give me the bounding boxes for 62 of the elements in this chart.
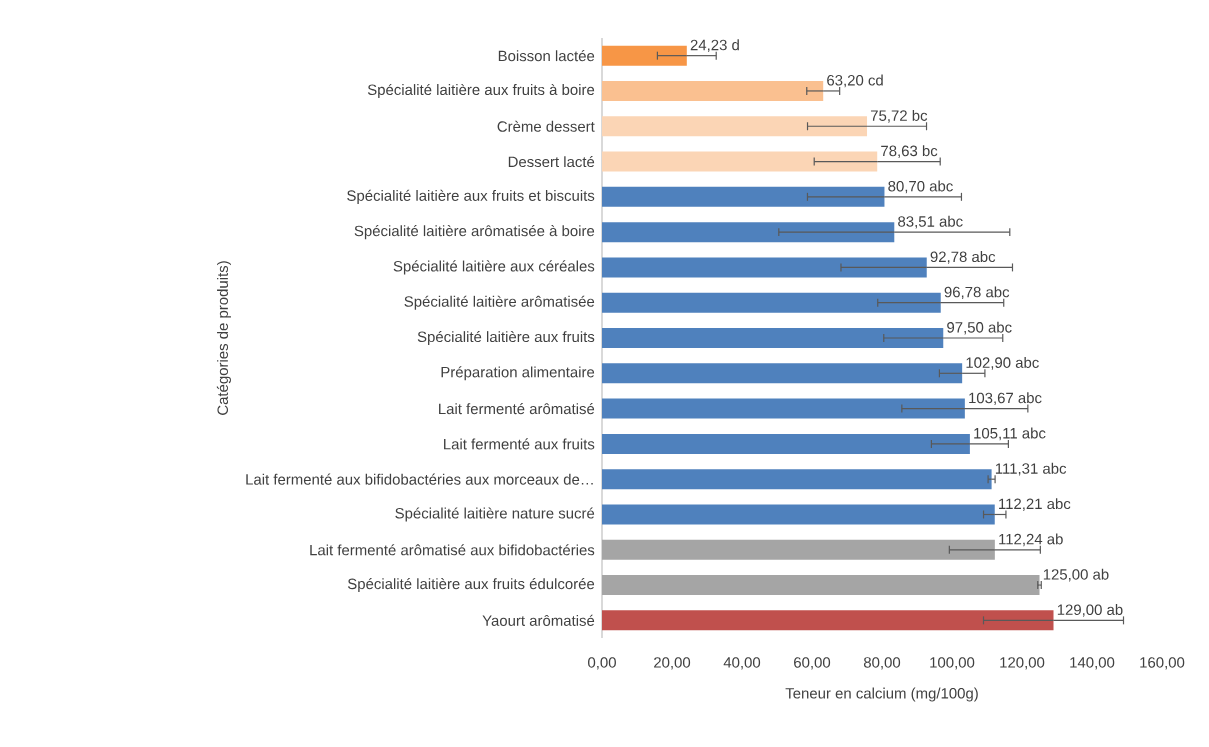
data-label: 125,00 ab [1043,568,1109,582]
y-tick-label: Spécialité laitière nature sucré [395,507,595,522]
y-tick-label: Boisson lactée [498,50,595,62]
x-tick-label: 80,00 [863,657,901,670]
bar [602,257,927,278]
bar [602,504,995,525]
data-label: 75,72 bc [870,109,928,123]
y-tick-label: Crème dessert [497,120,595,132]
data-label: 97,50 abc [947,321,1012,335]
data-label: 80,70 abc [888,180,953,194]
bar [602,575,1040,596]
bar [602,116,868,137]
x-axis-title: Teneur en calcium (mg/100g) [785,687,978,702]
y-tick-label: Lait fermenté arômatisé [439,403,595,415]
x-tick-label: 20,00 [654,657,691,670]
y-tick-label: Préparation alimentaire [441,366,595,381]
y-tick-label: Lait fermenté aux fruits [444,438,595,450]
bar [602,186,885,207]
y-tick-label: Lait fermenté aux bifidobactéries aux morceaux de… [246,473,593,485]
y-tick-label: Spécialité laitière arômatisée [404,295,595,310]
bar [602,398,965,419]
x-tick-label: 40,00 [723,657,761,670]
data-label: 102,90 abc [966,356,1039,370]
data-label: 105,11 abc [974,427,1046,441]
data-label: 112,21 abc [999,498,1071,511]
bar [602,151,878,172]
y-tick-label: Spécialité laitière arômatisée à boire [354,225,595,240]
data-label: 92,78 abc [930,251,996,264]
data-label: 83,51 abc [898,215,963,229]
y-tick-label: Dessert lacté [508,155,595,168]
bar [602,45,687,66]
bar [602,469,992,490]
bar [602,328,944,349]
data-label: 103,67 abc [969,392,1042,406]
bar [602,539,995,560]
data-label: 78,63 bc [881,145,938,158]
bar [602,80,824,101]
data-label: 112,24 ab [999,533,1063,547]
data-label: 24,23 d [690,39,739,53]
x-tick-label: 100,00 [930,657,975,670]
y-axis-title: Catégories de produits) [216,261,231,415]
y-tick-label: Spécialité laitière aux fruits et biscuits [347,189,595,204]
bar [602,610,1054,631]
x-tick-label: 60,00 [794,657,831,670]
data-label: 129,00 ab [1057,604,1123,617]
y-tick-label: Spécialité laitière aux céréales [393,260,595,275]
bar [602,363,963,384]
data-label: 96,78 abc [944,286,1010,300]
data-label: 111,31 abc [995,462,1067,476]
x-tick-label: 160,00 [1140,657,1185,670]
y-tick-label: Spécialité laitière aux fruits à boire [367,83,595,98]
data-label: 63,20 cd [827,74,883,88]
y-tick-label: Lait fermenté arômatisé aux bifidobactéries [310,544,595,556]
y-tick-label: Yaourt arômatisé [482,614,595,626]
bar [602,292,941,313]
y-tick-label: Spécialité laitière aux fruits [417,330,595,346]
x-tick-label: 0,00 [588,657,616,670]
x-tick-label: 120,00 [1000,657,1045,670]
x-tick-label: 140,00 [1070,657,1115,670]
bar [602,222,895,243]
bar [602,433,970,454]
y-tick-label: Spécialité laitière aux fruits édulcorée [347,578,595,593]
